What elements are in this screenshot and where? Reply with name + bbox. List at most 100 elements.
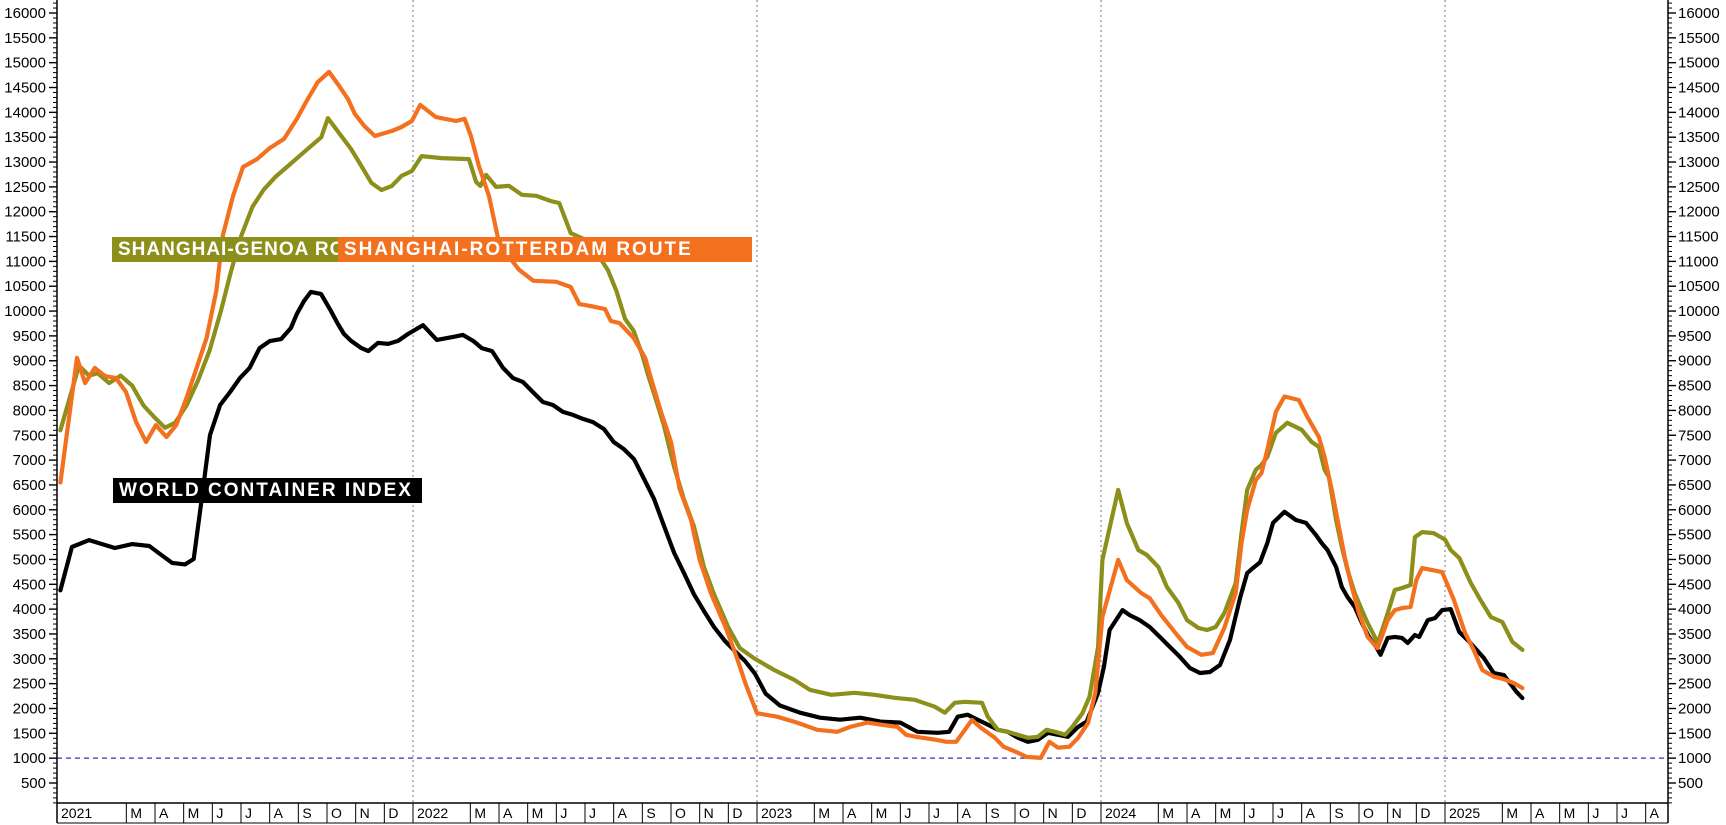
x-axis-month-label: O (331, 805, 342, 821)
y-axis-label-left: 14500 (4, 80, 46, 97)
x-axis-month-label: A (1306, 805, 1316, 821)
x-axis-month-label: M (1564, 805, 1576, 821)
y-axis-label-right: 500 (1678, 775, 1703, 792)
x-axis-month-label: S (990, 805, 999, 821)
x-axis-month-label: M (1506, 805, 1518, 821)
y-axis-label-left: 1500 (13, 725, 46, 742)
y-axis-label-left: 2000 (13, 700, 46, 717)
y-axis-label-right: 13000 (1678, 154, 1720, 171)
y-axis-label-left: 15000 (4, 55, 46, 72)
x-axis-month-label: M (130, 805, 142, 821)
y-axis-label-left: 13000 (4, 154, 46, 171)
x-axis-month-label: J (1592, 805, 1599, 821)
x-axis-month-label: A (1191, 805, 1201, 821)
y-axis-label-left: 8500 (13, 378, 46, 395)
x-axis-month-label: O (675, 805, 686, 821)
y-axis-label-right: 11500 (1678, 229, 1719, 246)
series-label-shanghai-genoa: SHANGHAI-GENOA ROUTE (112, 237, 338, 262)
y-axis-label-right: 11000 (1678, 253, 1719, 270)
y-axis-label-right: 12500 (1678, 179, 1720, 196)
y-axis-label-left: 2500 (13, 676, 46, 693)
y-axis-label-right: 13500 (1678, 129, 1720, 146)
y-axis-label-left: 7000 (13, 452, 46, 469)
y-axis-label-left: 7500 (13, 427, 46, 444)
y-axis-label-right: 5000 (1678, 551, 1711, 568)
x-axis-year-label: 2022 (417, 805, 448, 821)
x-axis-month-label: M (1220, 805, 1232, 821)
x-axis-month-label: N (704, 805, 714, 821)
y-axis-label-right: 2500 (1678, 676, 1711, 693)
x-axis-month-label: A (159, 805, 169, 821)
y-axis-label-right: 2000 (1678, 700, 1711, 717)
y-axis-label-right: 9500 (1678, 328, 1711, 345)
y-axis-label-left: 6500 (13, 477, 46, 494)
x-axis-month-label: S (302, 805, 311, 821)
y-axis-label-right: 3000 (1678, 651, 1711, 668)
y-axis-label-right: 12000 (1678, 204, 1720, 221)
y-axis-label-left: 9000 (13, 353, 46, 370)
y-axis-label-left: 8000 (13, 402, 46, 419)
y-axis-label-left: 500 (21, 775, 46, 792)
y-axis-label-right: 10500 (1678, 278, 1720, 295)
x-axis-month-label: N (1048, 805, 1058, 821)
x-axis-month-label: A (274, 805, 284, 821)
y-axis-label-left: 5000 (13, 551, 46, 568)
y-axis-label-left: 10500 (4, 278, 46, 295)
x-axis-month-label: J (904, 805, 911, 821)
y-axis-label-right: 15000 (1678, 55, 1720, 72)
x-axis-month-label: J (1277, 805, 1284, 821)
shanghai-genoa-route-line (58, 116, 1525, 740)
x-axis-month-label: A (503, 805, 513, 821)
y-axis-label-left: 11000 (5, 253, 46, 270)
y-axis-label-left: 1000 (13, 750, 46, 767)
x-axis-month-label: N (360, 805, 370, 821)
x-axis-month-label: M (1162, 805, 1174, 821)
x-axis-year-label: 2021 (61, 805, 92, 821)
y-axis-label-right: 5500 (1678, 527, 1711, 544)
x-axis-month-label: S (646, 805, 655, 821)
x-axis-month-label: M (188, 805, 200, 821)
y-axis-label-right: 3500 (1678, 626, 1711, 643)
y-axis-label-left: 3500 (13, 626, 46, 643)
x-axis-month-label: O (1019, 805, 1030, 821)
x-axis-month-label: J (560, 805, 567, 821)
y-axis-label-left: 5500 (13, 527, 46, 544)
y-axis-label-left: 6000 (13, 502, 46, 519)
y-axis-label-left: 15500 (4, 30, 46, 47)
x-axis-month-label: D (1420, 805, 1430, 821)
x-axis-month-label: D (1076, 805, 1086, 821)
x-axis-month-label: M (474, 805, 486, 821)
y-axis-label-right: 14000 (1678, 104, 1720, 121)
y-axis-label-left: 11500 (5, 229, 46, 246)
x-axis-year-label: 2025 (1449, 805, 1480, 821)
y-axis-label-right: 10000 (1678, 303, 1720, 320)
x-axis-month-label: A (847, 805, 857, 821)
x-axis-month-label: J (589, 805, 596, 821)
x-axis-month-label: J (933, 805, 940, 821)
x-axis-month-label: D (732, 805, 742, 821)
y-axis-label-right: 7000 (1678, 452, 1711, 469)
series-label-shanghai-rotterdam: SHANGHAI-ROTTERDAM ROUTE (338, 237, 752, 262)
y-axis-label-right: 1000 (1678, 750, 1711, 767)
series-label-world-container-index: WORLD CONTAINER INDEX (113, 478, 422, 503)
x-axis-month-label: A (1535, 805, 1545, 821)
x-axis-year-label: 2024 (1105, 805, 1136, 821)
y-axis-label-left: 12500 (4, 179, 46, 196)
y-axis-label-right: 9000 (1678, 353, 1711, 370)
y-axis-label-left: 9500 (13, 328, 46, 345)
series-label-shanghai-rotterdam-text: SHANGHAI-ROTTERDAM ROUTE (344, 239, 693, 260)
x-axis-month-label: A (962, 805, 972, 821)
x-axis-month-label: M (876, 805, 888, 821)
x-axis-month-label: S (1334, 805, 1343, 821)
x-axis-month-label: D (388, 805, 398, 821)
y-axis-label-left: 4000 (13, 601, 46, 618)
y-axis-label-left: 14000 (4, 104, 46, 121)
y-axis-label-right: 6000 (1678, 502, 1711, 519)
y-axis-label-left: 4500 (13, 576, 46, 593)
y-axis-label-left: 13500 (4, 129, 46, 146)
y-axis-label-right: 16000 (1678, 5, 1720, 22)
x-axis-month-label: J (216, 805, 223, 821)
y-axis-label-right: 4000 (1678, 601, 1711, 618)
